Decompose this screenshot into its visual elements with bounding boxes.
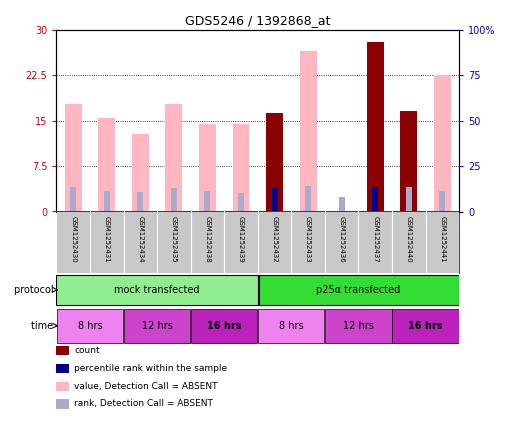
Bar (266, 113, 283, 212)
Text: GSM1252441: GSM1252441 (439, 216, 445, 262)
Text: GSM1252430: GSM1252430 (70, 216, 76, 263)
Bar (98, 118, 115, 212)
Text: GSM1252434: GSM1252434 (137, 216, 143, 262)
Bar (434, 75, 451, 212)
Bar (124, 309, 190, 343)
Bar (56, 275, 258, 305)
Bar (439, 191, 445, 212)
Bar (57, 309, 123, 343)
Text: protocol: protocol (14, 285, 56, 295)
Text: GSM1252432: GSM1252432 (271, 216, 278, 262)
Text: GSM1252435: GSM1252435 (171, 216, 177, 262)
Bar (204, 191, 210, 212)
Bar (137, 192, 143, 212)
Text: rank, Detection Call = ABSENT: rank, Detection Call = ABSENT (74, 399, 213, 409)
Bar (300, 51, 317, 212)
Bar (258, 309, 325, 343)
Bar (70, 187, 76, 212)
Bar (259, 275, 459, 305)
Bar (232, 124, 249, 212)
Text: count: count (74, 346, 100, 355)
Text: 12 hrs: 12 hrs (142, 321, 172, 331)
Text: GSM1252439: GSM1252439 (238, 216, 244, 263)
Bar (392, 309, 459, 343)
Text: GSM1252437: GSM1252437 (372, 216, 378, 263)
Text: mock transfected: mock transfected (114, 285, 200, 295)
Text: 12 hrs: 12 hrs (343, 321, 374, 331)
Bar (132, 134, 149, 212)
Bar (171, 188, 177, 212)
Text: GSM1252440: GSM1252440 (406, 216, 412, 262)
Text: GSM1252438: GSM1252438 (205, 216, 210, 263)
Text: 8 hrs: 8 hrs (279, 321, 304, 331)
Bar (367, 42, 384, 212)
Text: p25α transfected: p25α transfected (317, 285, 401, 295)
Bar (166, 104, 182, 212)
Bar (238, 193, 244, 212)
Bar (104, 192, 110, 212)
Bar (401, 111, 417, 212)
Bar (191, 309, 258, 343)
Bar (199, 124, 216, 212)
Title: GDS5246 / 1392868_at: GDS5246 / 1392868_at (185, 14, 330, 27)
Bar (372, 187, 378, 212)
Bar (305, 186, 311, 212)
Text: time: time (31, 321, 56, 331)
Bar (406, 187, 412, 212)
Bar (339, 197, 345, 212)
Text: GSM1252433: GSM1252433 (305, 216, 311, 263)
Text: GSM1252431: GSM1252431 (104, 216, 110, 263)
Text: value, Detection Call = ABSENT: value, Detection Call = ABSENT (74, 382, 218, 391)
Bar (65, 104, 82, 212)
Bar (271, 188, 278, 212)
Text: 16 hrs: 16 hrs (207, 321, 242, 331)
Text: 16 hrs: 16 hrs (408, 321, 443, 331)
Text: 8 hrs: 8 hrs (77, 321, 102, 331)
Bar (325, 309, 391, 343)
Text: percentile rank within the sample: percentile rank within the sample (74, 364, 227, 373)
Text: GSM1252436: GSM1252436 (339, 216, 345, 263)
